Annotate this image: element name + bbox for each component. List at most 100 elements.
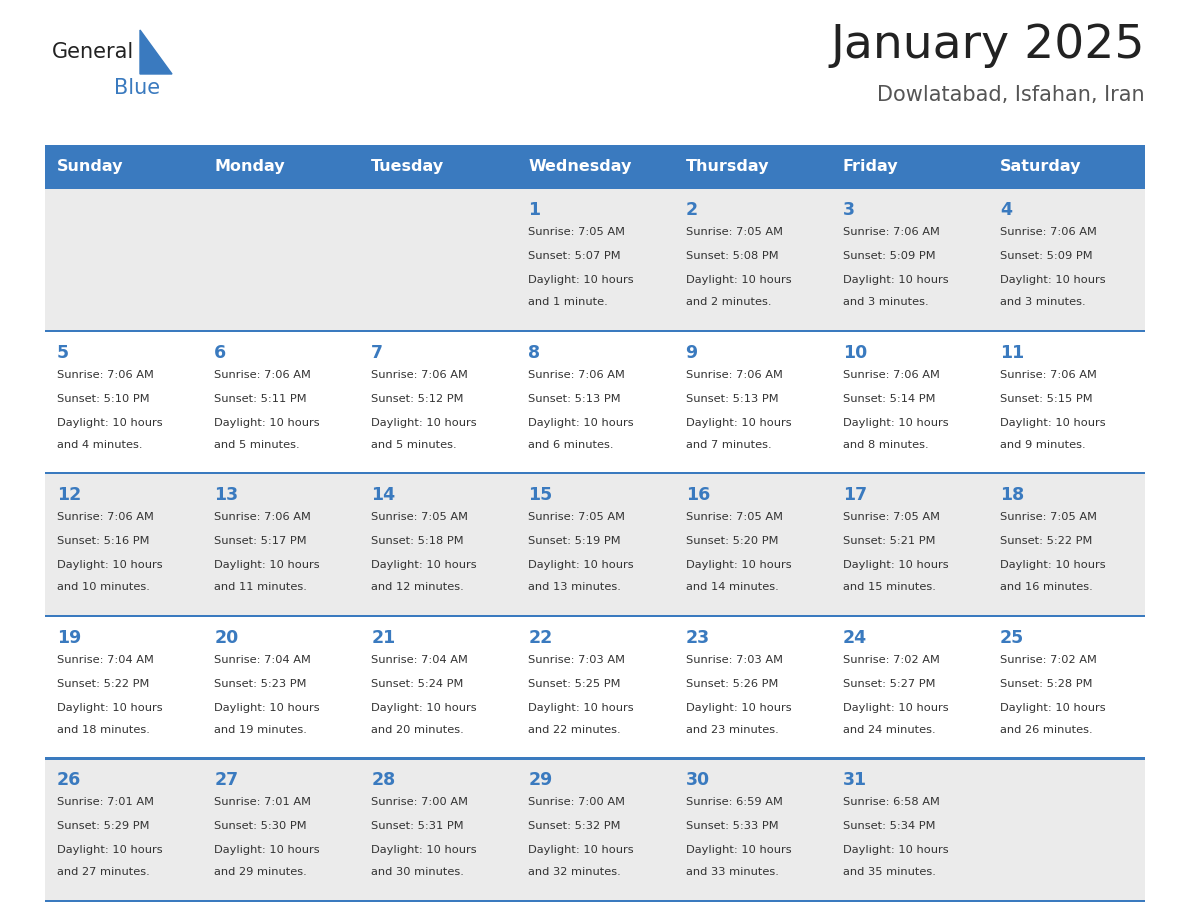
Text: Sunset: 5:22 PM: Sunset: 5:22 PM <box>1000 536 1092 546</box>
Text: Sunset: 5:28 PM: Sunset: 5:28 PM <box>1000 678 1092 688</box>
Text: 10: 10 <box>842 343 867 362</box>
Text: Sunrise: 7:01 AM: Sunrise: 7:01 AM <box>214 798 311 808</box>
Text: Dowlatabad, Isfahan, Iran: Dowlatabad, Isfahan, Iran <box>878 85 1145 105</box>
Text: Saturday: Saturday <box>1000 159 1081 174</box>
Text: Sunrise: 7:06 AM: Sunrise: 7:06 AM <box>214 370 311 380</box>
Text: 29: 29 <box>529 771 552 789</box>
Text: Sunrise: 7:00 AM: Sunrise: 7:00 AM <box>529 798 625 808</box>
Text: Sunset: 5:31 PM: Sunset: 5:31 PM <box>372 822 463 832</box>
Text: and 30 minutes.: and 30 minutes. <box>372 868 465 878</box>
Text: Daylight: 10 hours: Daylight: 10 hours <box>529 845 634 856</box>
Text: Daylight: 10 hours: Daylight: 10 hours <box>1000 703 1106 712</box>
Text: Sunrise: 7:06 AM: Sunrise: 7:06 AM <box>57 512 154 522</box>
Text: 19: 19 <box>57 629 81 647</box>
Text: 26: 26 <box>57 771 81 789</box>
Bar <box>45 330 1145 331</box>
Bar <box>45 615 1145 757</box>
Text: and 3 minutes.: and 3 minutes. <box>842 297 928 307</box>
Text: Sunset: 5:17 PM: Sunset: 5:17 PM <box>214 536 307 546</box>
Text: Daylight: 10 hours: Daylight: 10 hours <box>842 845 948 856</box>
Bar <box>45 472 1145 615</box>
Text: 22: 22 <box>529 629 552 647</box>
Bar <box>45 145 1145 148</box>
Text: 12: 12 <box>57 487 81 504</box>
Text: Sunset: 5:27 PM: Sunset: 5:27 PM <box>842 678 935 688</box>
Text: Sunrise: 7:05 AM: Sunrise: 7:05 AM <box>529 512 625 522</box>
Text: 21: 21 <box>372 629 396 647</box>
Text: Daylight: 10 hours: Daylight: 10 hours <box>57 703 163 712</box>
Text: and 16 minutes.: and 16 minutes. <box>1000 582 1093 592</box>
Text: 20: 20 <box>214 629 239 647</box>
Text: and 9 minutes.: and 9 minutes. <box>1000 440 1086 450</box>
Text: Daylight: 10 hours: Daylight: 10 hours <box>1000 275 1106 285</box>
Bar <box>45 330 1145 472</box>
Text: Daylight: 10 hours: Daylight: 10 hours <box>842 418 948 428</box>
Text: Sunset: 5:14 PM: Sunset: 5:14 PM <box>842 394 935 404</box>
Text: Sunrise: 7:06 AM: Sunrise: 7:06 AM <box>57 370 154 380</box>
Bar <box>45 472 1145 475</box>
Text: and 12 minutes.: and 12 minutes. <box>372 582 465 592</box>
Text: Sunset: 5:09 PM: Sunset: 5:09 PM <box>842 251 935 261</box>
Text: Daylight: 10 hours: Daylight: 10 hours <box>842 275 948 285</box>
Text: Daylight: 10 hours: Daylight: 10 hours <box>685 845 791 856</box>
Text: Sunset: 5:21 PM: Sunset: 5:21 PM <box>842 536 935 546</box>
Text: Sunset: 5:15 PM: Sunset: 5:15 PM <box>1000 394 1093 404</box>
Bar <box>45 757 1145 900</box>
Text: Sunrise: 7:01 AM: Sunrise: 7:01 AM <box>57 798 154 808</box>
Text: 30: 30 <box>685 771 709 789</box>
Text: Sunrise: 7:06 AM: Sunrise: 7:06 AM <box>529 370 625 380</box>
Text: 14: 14 <box>372 487 396 504</box>
Text: Sunset: 5:22 PM: Sunset: 5:22 PM <box>57 678 150 688</box>
Bar <box>45 900 1145 902</box>
Text: Sunset: 5:23 PM: Sunset: 5:23 PM <box>214 678 307 688</box>
Text: Sunrise: 7:02 AM: Sunrise: 7:02 AM <box>1000 655 1097 665</box>
Text: Thursday: Thursday <box>685 159 769 174</box>
Text: and 5 minutes.: and 5 minutes. <box>214 440 299 450</box>
Bar <box>45 187 1145 330</box>
Text: and 26 minutes.: and 26 minutes. <box>1000 725 1093 734</box>
Text: and 6 minutes.: and 6 minutes. <box>529 440 614 450</box>
Text: Sunset: 5:33 PM: Sunset: 5:33 PM <box>685 822 778 832</box>
Text: 16: 16 <box>685 487 709 504</box>
Text: and 19 minutes.: and 19 minutes. <box>214 725 307 734</box>
Text: 4: 4 <box>1000 201 1012 219</box>
Text: Sunset: 5:26 PM: Sunset: 5:26 PM <box>685 678 778 688</box>
Text: Daylight: 10 hours: Daylight: 10 hours <box>529 418 634 428</box>
Text: and 1 minute.: and 1 minute. <box>529 297 608 307</box>
Text: and 35 minutes.: and 35 minutes. <box>842 868 936 878</box>
Text: Daylight: 10 hours: Daylight: 10 hours <box>372 845 476 856</box>
Text: 18: 18 <box>1000 487 1024 504</box>
Text: Daylight: 10 hours: Daylight: 10 hours <box>685 560 791 570</box>
Text: Daylight: 10 hours: Daylight: 10 hours <box>529 275 634 285</box>
Text: 2: 2 <box>685 201 697 219</box>
Text: and 13 minutes.: and 13 minutes. <box>529 582 621 592</box>
Bar <box>45 757 1145 759</box>
Text: Sunrise: 7:04 AM: Sunrise: 7:04 AM <box>372 655 468 665</box>
Text: and 15 minutes.: and 15 minutes. <box>842 582 936 592</box>
Text: and 27 minutes.: and 27 minutes. <box>57 868 150 878</box>
Text: Daylight: 10 hours: Daylight: 10 hours <box>57 418 163 428</box>
Text: Daylight: 10 hours: Daylight: 10 hours <box>372 703 476 712</box>
Text: and 8 minutes.: and 8 minutes. <box>842 440 928 450</box>
Text: and 11 minutes.: and 11 minutes. <box>214 582 307 592</box>
Text: 24: 24 <box>842 629 867 647</box>
Text: January 2025: January 2025 <box>830 23 1145 68</box>
Text: Daylight: 10 hours: Daylight: 10 hours <box>214 703 320 712</box>
Text: and 22 minutes.: and 22 minutes. <box>529 725 621 734</box>
Text: Daylight: 10 hours: Daylight: 10 hours <box>529 560 634 570</box>
Text: Sunrise: 7:05 AM: Sunrise: 7:05 AM <box>842 512 940 522</box>
Text: Sunset: 5:34 PM: Sunset: 5:34 PM <box>842 822 935 832</box>
Text: Daylight: 10 hours: Daylight: 10 hours <box>685 275 791 285</box>
Text: Sunrise: 7:06 AM: Sunrise: 7:06 AM <box>842 227 940 237</box>
Text: and 10 minutes.: and 10 minutes. <box>57 582 150 592</box>
Text: 3: 3 <box>842 201 854 219</box>
Text: Daylight: 10 hours: Daylight: 10 hours <box>372 418 476 428</box>
Text: Daylight: 10 hours: Daylight: 10 hours <box>529 703 634 712</box>
Text: Sunrise: 7:03 AM: Sunrise: 7:03 AM <box>529 655 625 665</box>
Text: and 14 minutes.: and 14 minutes. <box>685 582 778 592</box>
Text: Sunset: 5:11 PM: Sunset: 5:11 PM <box>214 394 307 404</box>
Text: Sunset: 5:30 PM: Sunset: 5:30 PM <box>214 822 307 832</box>
Text: Sunset: 5:13 PM: Sunset: 5:13 PM <box>529 394 621 404</box>
Text: Sunset: 5:20 PM: Sunset: 5:20 PM <box>685 536 778 546</box>
Text: Wednesday: Wednesday <box>529 159 632 174</box>
